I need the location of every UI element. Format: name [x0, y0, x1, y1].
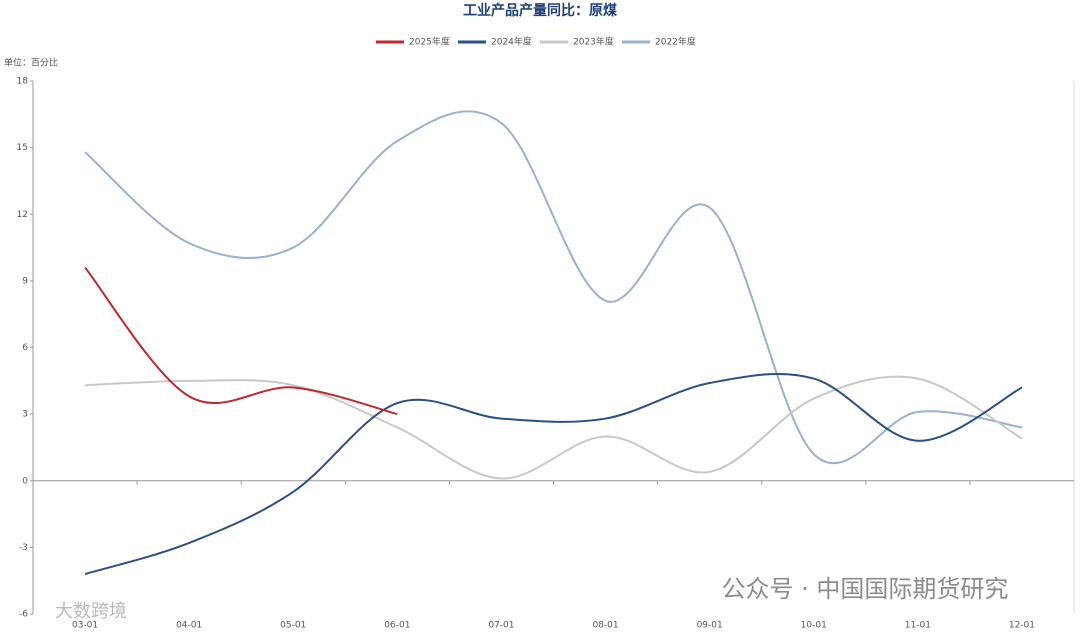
y-tick-label: 15 — [17, 143, 28, 153]
x-tick-label: 11-01 — [905, 621, 931, 631]
y-tick-label: 12 — [17, 210, 28, 220]
x-tick-label: 07-01 — [488, 621, 514, 631]
watermark: 大数跨境 — [55, 601, 127, 622]
y-tick-label: 6 — [22, 343, 28, 353]
watermark: 公众号 · 中国国际期货研究 — [722, 575, 1009, 603]
y-tick-label: 18 — [17, 77, 29, 87]
x-tick-label: 03-01 — [72, 621, 98, 631]
unit-label: 单位：百分比 — [4, 57, 58, 69]
x-tick-label: 12-01 — [1009, 621, 1035, 631]
y-tick-label: 0 — [22, 476, 28, 486]
y-tick-label: -3 — [19, 543, 28, 553]
y-tick-label: 3 — [22, 410, 28, 420]
x-tick-label: 06-01 — [384, 621, 410, 631]
x-tick-label: 09-01 — [697, 621, 723, 631]
x-tick-label: 04-01 — [176, 621, 202, 631]
series-line — [84, 266, 398, 416]
series-line — [84, 110, 1023, 464]
legend-label: 2024年度 — [491, 36, 532, 48]
legend-label: 2025年度 — [409, 36, 450, 48]
y-tick-label: 9 — [22, 276, 28, 286]
chart-title: 工业产品产量同比：原煤 — [463, 2, 618, 19]
series-line — [85, 375, 1023, 480]
x-tick-label: 08-01 — [592, 621, 618, 631]
series-line — [84, 372, 1023, 575]
y-tick-label: -6 — [19, 610, 28, 620]
x-tick-label: 05-01 — [280, 621, 306, 631]
legend-label: 2023年度 — [573, 36, 614, 48]
x-tick-label: 10-01 — [801, 621, 827, 631]
legend-label: 2022年度 — [655, 36, 696, 48]
